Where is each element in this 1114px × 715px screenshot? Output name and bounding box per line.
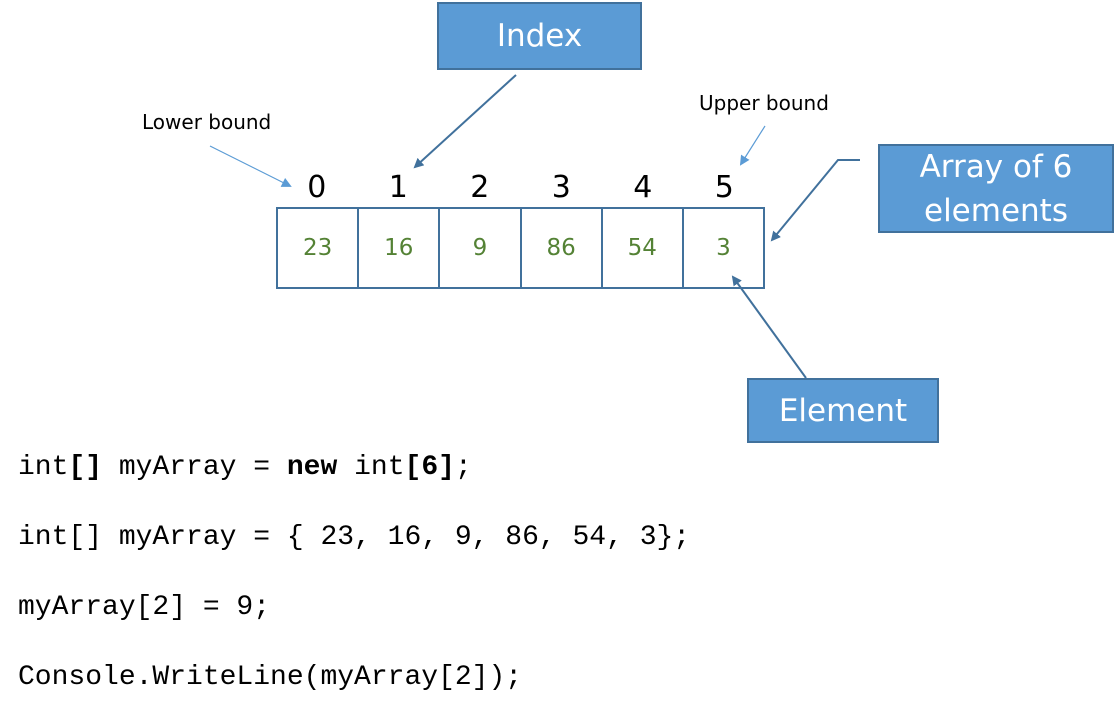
code-line-initialize: int[] myArray = { 23, 16, 9, 86, 54, 3}; xyxy=(18,522,691,553)
index-callout: Index xyxy=(437,2,642,70)
code-token-assign: myArray = xyxy=(102,452,287,483)
index-1: 1 xyxy=(388,170,408,205)
element-arrow xyxy=(731,275,807,379)
array-cell-2: 9 xyxy=(440,209,522,287)
element-label: Element xyxy=(778,392,908,429)
lower-bound-label: Lower bound xyxy=(142,110,272,134)
array-size-label-line2: elements xyxy=(924,192,1068,229)
index-2: 2 xyxy=(470,170,490,205)
array-size-callout: Array of 6 elements xyxy=(878,144,1114,233)
index-label: Index xyxy=(496,18,583,54)
array-size-label-line1: Array of 6 xyxy=(919,148,1073,185)
index-3: 3 xyxy=(551,170,571,205)
upper-bound-arrow xyxy=(739,125,766,166)
array-cell-1: 16 xyxy=(359,209,441,287)
array-cells: 23 16 9 86 54 3 xyxy=(276,207,765,289)
element-callout: Element xyxy=(747,378,939,443)
upper-bound-label: Upper bound xyxy=(699,91,829,115)
array-cell-4: 54 xyxy=(603,209,684,287)
code-line-declare: int[] myArray = new int[6]; xyxy=(18,452,472,483)
array-cell-0: 23 xyxy=(278,209,360,287)
code-token-semicolon: ; xyxy=(454,452,472,483)
code-token-brackets: [] xyxy=(68,452,103,483)
code-line-assign: myArray[2] = 9; xyxy=(18,592,271,623)
index-0: 0 xyxy=(307,170,327,205)
index-row: 0 1 2 3 4 5 xyxy=(276,170,765,206)
lower-bound-arrow xyxy=(209,145,292,187)
index-arrow xyxy=(413,74,517,169)
code-token-new: new xyxy=(286,452,338,483)
code-token-size: [6] xyxy=(404,452,455,483)
array-cell-5: 3 xyxy=(716,235,731,261)
array-arrow xyxy=(770,159,860,242)
code-token-int: int xyxy=(18,452,69,483)
code-token-int-type: int xyxy=(337,452,405,483)
index-4: 4 xyxy=(633,170,653,205)
index-5: 5 xyxy=(714,170,734,205)
code-line-print: Console.WriteLine(myArray[2]); xyxy=(18,662,523,693)
array-cell-3: 86 xyxy=(522,209,603,287)
